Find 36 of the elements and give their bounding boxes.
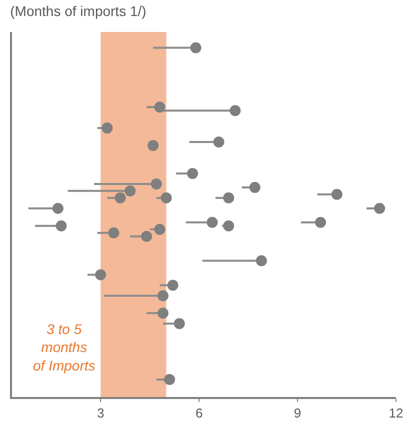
- point: [160, 192, 172, 204]
- point: [108, 227, 120, 238]
- point: [157, 308, 168, 319]
- point: [174, 318, 185, 330]
- point: [141, 230, 152, 242]
- point: [256, 255, 267, 266]
- point: [164, 374, 176, 386]
- point: [95, 269, 106, 280]
- x-tick-label: 12: [388, 406, 404, 421]
- point: [315, 216, 326, 228]
- point: [190, 42, 202, 54]
- x-tick-label: 3: [97, 406, 104, 421]
- point: [374, 202, 386, 214]
- point: [102, 122, 113, 134]
- point: [56, 220, 67, 232]
- point: [223, 220, 234, 232]
- point: [114, 192, 126, 204]
- point: [154, 102, 166, 113]
- point: [331, 188, 342, 200]
- point: [230, 105, 241, 116]
- point: [187, 168, 198, 179]
- point: [52, 202, 64, 214]
- point: [206, 216, 218, 228]
- band-label: 3 to 5 months of Imports: [33, 321, 96, 374]
- chart-title: (Months of imports 1/): [10, 3, 146, 20]
- point: [124, 185, 136, 196]
- point: [223, 192, 234, 204]
- point: [150, 178, 162, 190]
- point: [154, 224, 166, 235]
- point: [167, 280, 178, 291]
- point: [249, 182, 260, 193]
- point: [148, 140, 159, 152]
- point: [213, 136, 224, 148]
- x-tick-label: 6: [195, 406, 203, 421]
- point: [157, 290, 168, 302]
- x-tick-label: 9: [294, 406, 302, 421]
